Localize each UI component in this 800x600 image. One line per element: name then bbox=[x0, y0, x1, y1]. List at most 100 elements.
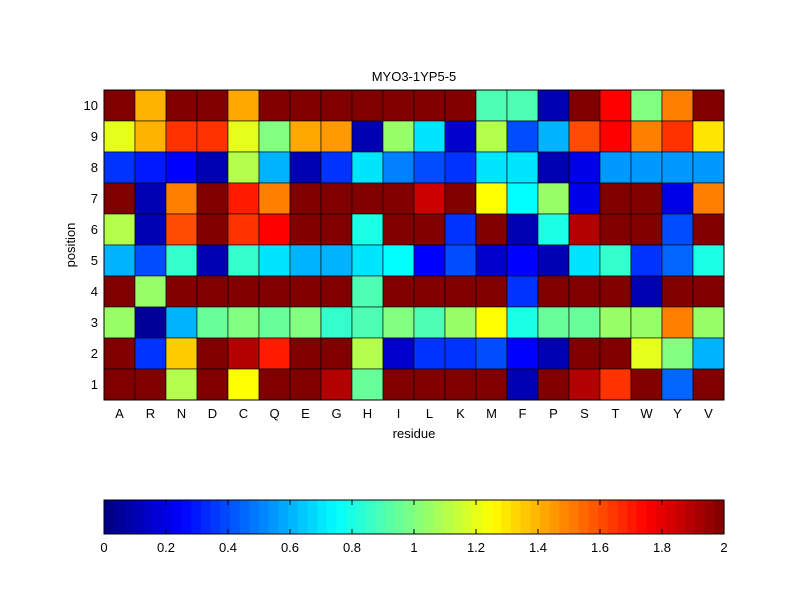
heatmap-cell bbox=[382, 306, 415, 339]
colorbar-segment bbox=[317, 500, 328, 534]
y-tick-label: 2 bbox=[91, 346, 98, 361]
y-tick-label: 10 bbox=[84, 98, 98, 113]
heatmap-cell bbox=[320, 182, 353, 215]
colorbar-tick-label: 1.2 bbox=[467, 540, 485, 555]
x-tick-label: E bbox=[301, 406, 310, 421]
heatmap-cell bbox=[382, 182, 415, 215]
colorbar-tick-label: 0.8 bbox=[343, 540, 361, 555]
heatmap-cell bbox=[444, 151, 477, 184]
heatmap-cell bbox=[227, 337, 260, 370]
heatmap-cell bbox=[382, 151, 415, 184]
heatmap-cell bbox=[103, 120, 136, 153]
x-tick-label: G bbox=[331, 406, 341, 421]
heatmap-cell bbox=[444, 306, 477, 339]
colorbar-segment bbox=[607, 500, 619, 534]
heatmap-cell bbox=[134, 89, 167, 122]
heatmap-cell bbox=[413, 151, 446, 184]
heatmap-cell bbox=[537, 213, 570, 246]
heatmap-cell bbox=[537, 337, 570, 370]
heatmap-cell bbox=[568, 182, 601, 215]
heatmap-cell bbox=[134, 368, 167, 401]
heatmap-cell bbox=[134, 306, 167, 339]
colorbar-segment bbox=[714, 500, 725, 534]
heatmap-cell bbox=[351, 213, 384, 246]
colorbar-segment bbox=[278, 500, 289, 534]
heatmap-cell bbox=[599, 151, 632, 184]
heatmap-cell bbox=[661, 151, 694, 184]
chart-title: MYO3-1YP5-5 bbox=[372, 69, 457, 84]
heatmap-cell bbox=[506, 151, 539, 184]
heatmap-cell bbox=[506, 368, 539, 401]
colorbar-segment bbox=[297, 500, 309, 534]
heatmap-cell bbox=[444, 275, 477, 308]
colorbar-segment bbox=[191, 500, 202, 534]
heatmap-cell bbox=[289, 306, 322, 339]
heatmap-cell bbox=[320, 120, 353, 153]
heatmap-cell bbox=[692, 337, 725, 370]
colorbar-segment bbox=[423, 500, 434, 534]
heatmap-cell bbox=[196, 275, 229, 308]
heatmap-cell bbox=[258, 151, 291, 184]
colorbar-ticks: 0 0.2 0.4 0.6 0.8 1 1.2 1.4 1.6 1.8 2 bbox=[100, 500, 728, 555]
heatmap-cell bbox=[258, 368, 291, 401]
heatmap-cell bbox=[475, 275, 508, 308]
y-tick-label: 1 bbox=[91, 377, 98, 392]
heatmap-cell bbox=[103, 337, 136, 370]
heatmap-cell bbox=[661, 182, 694, 215]
heatmap-cell bbox=[692, 120, 725, 153]
heatmap-cell bbox=[413, 182, 446, 215]
heatmap-cell bbox=[103, 89, 136, 122]
heatmap-cell bbox=[475, 337, 508, 370]
heatmap-cell bbox=[351, 151, 384, 184]
colorbar-segment bbox=[133, 500, 144, 534]
heatmap-cell bbox=[599, 275, 632, 308]
colorbar-segment bbox=[210, 500, 221, 534]
heatmap-cell bbox=[320, 89, 353, 122]
colorbar-segment bbox=[578, 500, 589, 534]
x-tick-label: Y bbox=[673, 406, 682, 421]
heatmap-cell bbox=[599, 306, 632, 339]
colorbar-segment bbox=[510, 500, 522, 534]
heatmap-cell bbox=[630, 306, 663, 339]
heatmap-cell bbox=[289, 368, 322, 401]
y-tick-label: 4 bbox=[91, 284, 98, 299]
heatmap-cell bbox=[196, 337, 229, 370]
heatmap-cell bbox=[103, 213, 136, 246]
heatmap-cell bbox=[351, 120, 384, 153]
y-tick-label: 9 bbox=[91, 129, 98, 144]
heatmap-cell bbox=[227, 213, 260, 246]
heatmap-cell bbox=[413, 244, 446, 277]
x-tick-label: F bbox=[519, 406, 527, 421]
colorbar-segment bbox=[375, 500, 386, 534]
heatmap-cell bbox=[692, 306, 725, 339]
heatmap-cell bbox=[196, 213, 229, 246]
heatmap-cell bbox=[196, 120, 229, 153]
heatmap-cell bbox=[444, 120, 477, 153]
heatmap-cell bbox=[692, 244, 725, 277]
heatmap-cell bbox=[413, 306, 446, 339]
heatmap-cell bbox=[134, 151, 167, 184]
colorbar-segment bbox=[249, 500, 260, 534]
heatmap-cell bbox=[227, 151, 260, 184]
heatmap-cell bbox=[630, 151, 663, 184]
heatmap-cell bbox=[134, 213, 167, 246]
heatmap-cell bbox=[475, 368, 508, 401]
heatmap-cell bbox=[320, 213, 353, 246]
colorbar-segment bbox=[685, 500, 696, 534]
heatmap-cell bbox=[692, 213, 725, 246]
heatmap-cell bbox=[165, 213, 198, 246]
heatmap-cell bbox=[568, 337, 601, 370]
heatmap-cell bbox=[258, 120, 291, 153]
y-tick-label: 5 bbox=[91, 253, 98, 268]
heatmap-cell bbox=[320, 151, 353, 184]
heatmap-cell bbox=[630, 89, 663, 122]
y-axis-ticks: 10 9 8 7 6 5 4 3 2 1 bbox=[84, 98, 98, 392]
heatmap-cell bbox=[289, 89, 322, 122]
x-tick-label: H bbox=[363, 406, 372, 421]
heatmap-cell bbox=[444, 182, 477, 215]
colorbar-segment bbox=[588, 500, 599, 534]
heatmap-cell bbox=[103, 151, 136, 184]
heatmap-cell bbox=[630, 368, 663, 401]
colorbar-tick-label: 0.2 bbox=[157, 540, 175, 555]
heatmap-cell bbox=[134, 337, 167, 370]
